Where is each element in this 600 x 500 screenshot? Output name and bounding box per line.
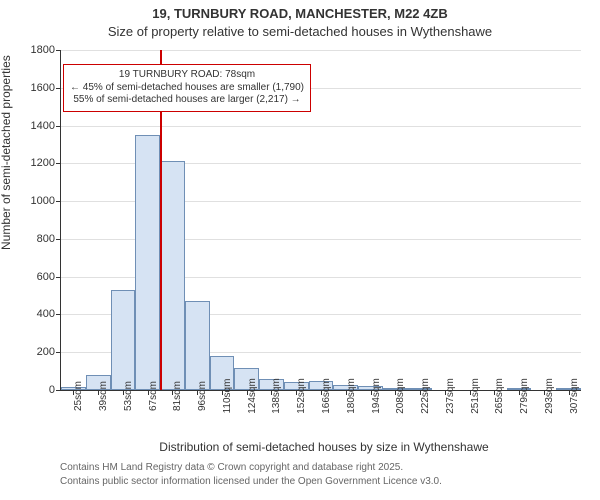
ytick-mark	[56, 277, 61, 278]
xtick-label: 194sqm	[371, 378, 382, 414]
xtick-label: 25sqm	[73, 381, 84, 411]
ytick-mark	[56, 88, 61, 89]
xtick-label: 39sqm	[98, 381, 109, 411]
xtick-label: 251sqm	[470, 378, 481, 414]
x-axis-label: Distribution of semi-detached houses by …	[60, 440, 588, 454]
ytick-mark	[56, 126, 61, 127]
xtick-label: 81sqm	[172, 381, 183, 411]
ytick-label: 1000	[31, 195, 55, 207]
credits-line2: Contains public sector information licen…	[60, 476, 442, 487]
ytick-label: 1400	[31, 120, 55, 132]
chart-container: 19, TURNBURY ROAD, MANCHESTER, M22 4ZB S…	[0, 0, 600, 500]
chart-title-line1: 19, TURNBURY ROAD, MANCHESTER, M22 4ZB	[0, 6, 600, 21]
histogram-bar	[111, 290, 136, 390]
callout-line2: ← 45% of semi-detached houses are smalle…	[70, 82, 304, 95]
xtick-label: 180sqm	[346, 378, 357, 414]
ytick-mark	[56, 314, 61, 315]
callout-line3: 55% of semi-detached houses are larger (…	[70, 94, 304, 107]
xtick-label: 222sqm	[420, 378, 431, 414]
chart-title-line2: Size of property relative to semi-detach…	[0, 24, 600, 39]
callout-line1: 19 TURNBURY ROAD: 78sqm	[70, 69, 304, 82]
histogram-bar	[160, 161, 185, 390]
histogram-bar	[185, 301, 210, 390]
ytick-label: 600	[37, 271, 55, 283]
xtick-label: 208sqm	[395, 378, 406, 414]
ytick-label: 800	[37, 233, 55, 245]
ytick-label: 400	[37, 308, 55, 320]
xtick-label: 279sqm	[519, 378, 530, 414]
subject-callout: 19 TURNBURY ROAD: 78sqm← 45% of semi-det…	[63, 64, 311, 112]
ytick-mark	[56, 352, 61, 353]
ytick-mark	[56, 163, 61, 164]
ytick-label: 1800	[31, 44, 55, 56]
ytick-label: 200	[37, 346, 55, 358]
xtick-label: 152sqm	[296, 378, 307, 414]
xtick-label: 166sqm	[321, 378, 332, 414]
credits-line1: Contains HM Land Registry data © Crown c…	[60, 462, 403, 473]
ytick-label: 1200	[31, 157, 55, 169]
xtick-label: 124sqm	[247, 378, 258, 414]
y-axis-label: Number of semi-detached properties	[0, 55, 13, 250]
xtick-label: 110sqm	[222, 379, 233, 414]
xtick-label: 237sqm	[445, 378, 456, 414]
plot-area: 02004006008001000120014001600180025sqm39…	[60, 50, 581, 391]
gridline	[61, 50, 581, 51]
gridline	[61, 126, 581, 127]
ytick-mark	[56, 239, 61, 240]
ytick-mark	[56, 201, 61, 202]
xtick-label: 307sqm	[569, 378, 580, 414]
ytick-mark	[56, 390, 61, 391]
xtick-label: 53sqm	[123, 381, 134, 411]
histogram-bar	[135, 135, 160, 390]
ytick-label: 1600	[31, 82, 55, 94]
xtick-label: 293sqm	[544, 378, 555, 414]
xtick-label: 96sqm	[197, 381, 208, 411]
ytick-label: 0	[49, 384, 55, 396]
xtick-label: 265sqm	[494, 378, 505, 414]
xtick-label: 138sqm	[271, 378, 282, 414]
xtick-label: 67sqm	[148, 381, 159, 411]
ytick-mark	[56, 50, 61, 51]
